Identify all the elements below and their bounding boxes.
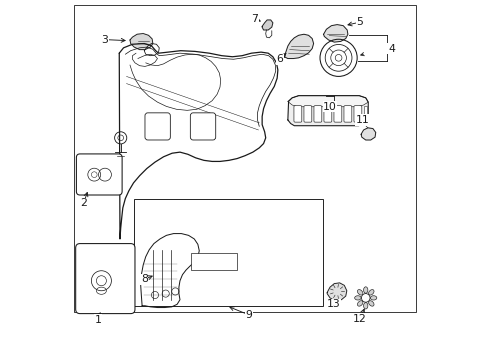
Text: 8: 8 (141, 274, 147, 284)
Ellipse shape (355, 296, 361, 300)
Polygon shape (141, 234, 199, 307)
Text: 13: 13 (327, 299, 341, 309)
Ellipse shape (357, 289, 363, 295)
Polygon shape (288, 96, 368, 107)
Bar (74, 5, 416, 312)
Text: 1: 1 (95, 315, 101, 325)
FancyBboxPatch shape (304, 106, 312, 122)
Text: 6: 6 (276, 54, 283, 64)
Ellipse shape (364, 302, 368, 309)
Polygon shape (288, 96, 368, 126)
Text: 12: 12 (353, 314, 367, 324)
Polygon shape (361, 128, 376, 140)
Polygon shape (323, 24, 348, 42)
Ellipse shape (364, 287, 368, 293)
FancyBboxPatch shape (75, 244, 135, 314)
FancyBboxPatch shape (324, 106, 332, 122)
Polygon shape (130, 33, 153, 50)
Text: 2: 2 (80, 198, 87, 208)
FancyBboxPatch shape (294, 106, 302, 122)
FancyBboxPatch shape (76, 154, 122, 195)
Text: 3: 3 (101, 35, 108, 45)
FancyBboxPatch shape (334, 106, 342, 122)
FancyBboxPatch shape (190, 113, 216, 140)
Text: 4: 4 (388, 44, 395, 54)
Polygon shape (327, 283, 347, 301)
Ellipse shape (368, 301, 374, 306)
Text: 10: 10 (323, 102, 337, 112)
Ellipse shape (368, 289, 374, 295)
Bar (134, 199, 323, 306)
Bar (191, 253, 237, 270)
FancyBboxPatch shape (314, 106, 322, 122)
Ellipse shape (357, 301, 363, 306)
Text: 5: 5 (357, 17, 364, 27)
Polygon shape (262, 20, 273, 30)
Text: 7: 7 (251, 14, 258, 23)
Text: 9: 9 (246, 310, 253, 320)
Ellipse shape (370, 296, 377, 300)
Bar (364, 106, 367, 120)
Text: 11: 11 (355, 115, 369, 125)
FancyBboxPatch shape (145, 113, 171, 140)
FancyBboxPatch shape (354, 106, 362, 122)
FancyBboxPatch shape (344, 106, 352, 122)
Polygon shape (284, 34, 314, 59)
